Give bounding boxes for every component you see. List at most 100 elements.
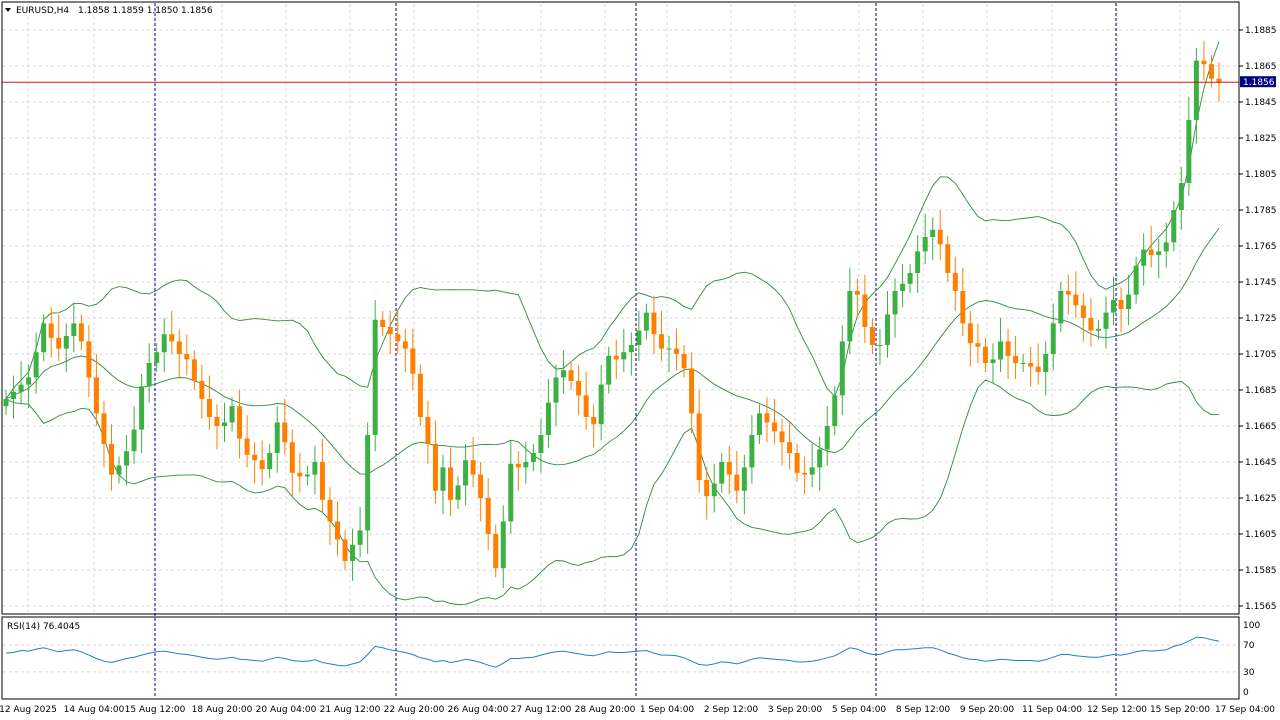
bull-candle[interactable]: [1193, 60, 1199, 120]
bull-candle[interactable]: [146, 363, 152, 387]
bear-candle[interactable]: [1013, 355, 1019, 363]
bull-candle[interactable]: [741, 467, 747, 491]
bull-candle[interactable]: [1111, 300, 1117, 313]
bear-candle[interactable]: [681, 354, 687, 369]
bull-candle[interactable]: [817, 449, 823, 468]
bull-candle[interactable]: [915, 251, 921, 273]
bull-candle[interactable]: [553, 377, 559, 403]
bull-candle[interactable]: [666, 348, 672, 350]
bull-candle[interactable]: [455, 485, 461, 500]
bull-candle[interactable]: [907, 273, 913, 284]
bear-candle[interactable]: [395, 334, 401, 342]
bear-candle[interactable]: [1080, 305, 1086, 318]
bull-candle[interactable]: [1178, 183, 1184, 210]
bear-candle[interactable]: [425, 417, 431, 444]
bull-candle[interactable]: [636, 330, 642, 345]
bear-candle[interactable]: [86, 341, 92, 378]
bull-candle[interactable]: [711, 483, 717, 497]
bear-candle[interactable]: [478, 474, 484, 498]
bear-candle[interactable]: [771, 422, 777, 432]
bear-candle[interactable]: [101, 413, 107, 444]
bull-candle[interactable]: [847, 291, 853, 342]
bear-candle[interactable]: [674, 348, 680, 354]
bull-candle[interactable]: [621, 352, 627, 360]
bear-candle[interactable]: [967, 323, 973, 344]
bear-candle[interactable]: [410, 348, 416, 374]
bull-candle[interactable]: [41, 323, 47, 353]
bear-candle[interactable]: [485, 498, 491, 534]
bull-candle[interactable]: [500, 521, 506, 569]
bear-candle[interactable]: [1118, 300, 1124, 309]
bear-candle[interactable]: [78, 323, 84, 342]
bull-candle[interactable]: [884, 314, 890, 345]
bear-candle[interactable]: [191, 359, 197, 381]
bear-candle[interactable]: [937, 229, 943, 245]
symbol-dropdown-icon[interactable]: [5, 8, 11, 12]
bear-candle[interactable]: [417, 373, 423, 417]
bear-candle[interactable]: [335, 521, 341, 540]
bull-candle[interactable]: [161, 334, 167, 353]
bull-candle[interactable]: [1133, 265, 1139, 295]
bear-candle[interactable]: [169, 334, 175, 342]
bear-candle[interactable]: [802, 472, 808, 475]
bear-candle[interactable]: [244, 438, 250, 455]
bull-candle[interactable]: [124, 451, 130, 466]
bull-candle[interactable]: [523, 462, 529, 468]
bear-candle[interactable]: [613, 355, 619, 360]
bull-candle[interactable]: [365, 435, 371, 531]
bull-candle[interactable]: [1163, 242, 1169, 252]
bear-candle[interactable]: [327, 499, 333, 522]
bull-candle[interactable]: [809, 467, 815, 475]
bear-candle[interactable]: [854, 291, 860, 295]
bear-candle[interactable]: [282, 422, 288, 443]
bull-candle[interactable]: [33, 352, 39, 378]
bear-candle[interactable]: [470, 460, 476, 475]
bull-candle[interactable]: [229, 406, 235, 423]
bear-candle[interactable]: [952, 273, 958, 291]
bear-candle[interactable]: [319, 462, 325, 500]
bear-candle[interactable]: [206, 399, 212, 417]
bull-candle[interactable]: [545, 402, 551, 435]
bear-candle[interactable]: [108, 444, 114, 475]
bull-candle[interactable]: [267, 453, 273, 470]
bull-candle[interactable]: [1156, 251, 1162, 255]
bear-candle[interactable]: [591, 417, 597, 425]
bear-candle[interactable]: [779, 431, 785, 443]
bear-candle[interactable]: [515, 463, 521, 468]
time-axis[interactable]: 12 Aug 2025 14 Aug 04:00 15 Aug 12:00 18 Au…: [0, 705, 1275, 715]
bear-candle[interactable]: [568, 370, 574, 381]
bull-candle[interactable]: [990, 359, 996, 363]
bull-candle[interactable]: [440, 467, 446, 491]
bull-candle[interactable]: [749, 435, 755, 468]
bull-candle[interactable]: [832, 395, 838, 426]
bull-candle[interactable]: [508, 463, 514, 522]
bear-candle[interactable]: [1148, 249, 1154, 255]
bear-candle[interactable]: [787, 442, 793, 453]
bull-candle[interactable]: [756, 413, 762, 435]
bull-candle[interactable]: [922, 237, 928, 252]
bull-candle[interactable]: [530, 453, 536, 462]
bull-candle[interactable]: [598, 384, 604, 425]
bear-candle[interactable]: [342, 539, 348, 561]
bull-candle[interactable]: [628, 345, 634, 353]
bull-candle[interactable]: [930, 229, 936, 237]
bear-candle[interactable]: [1035, 366, 1041, 372]
bull-candle[interactable]: [63, 336, 69, 349]
bear-candle[interactable]: [259, 460, 265, 470]
bull-candle[interactable]: [1043, 354, 1049, 372]
bull-candle[interactable]: [312, 462, 318, 475]
bull-candle[interactable]: [26, 377, 32, 385]
bear-candle[interactable]: [176, 341, 182, 354]
bull-candle[interactable]: [304, 474, 310, 477]
bull-candle[interactable]: [357, 530, 363, 545]
bear-candle[interactable]: [696, 413, 702, 480]
bull-candle[interactable]: [643, 312, 649, 331]
symbol-label[interactable]: EURUSD,H4: [16, 6, 69, 16]
bull-candle[interactable]: [463, 460, 469, 486]
bull-candle[interactable]: [561, 370, 567, 378]
bull-candle[interactable]: [892, 291, 898, 315]
bear-candle[interactable]: [56, 337, 62, 349]
bull-candle[interactable]: [1058, 291, 1064, 324]
bear-candle[interactable]: [726, 462, 732, 475]
